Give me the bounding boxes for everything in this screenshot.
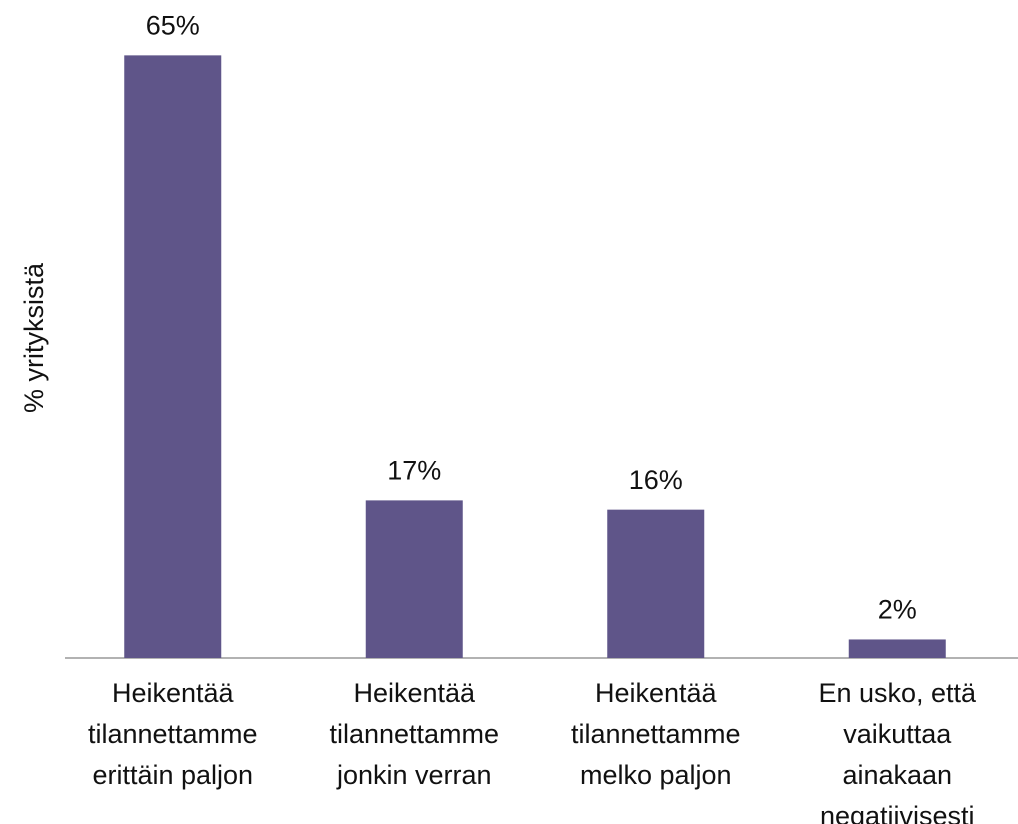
x-tick-label: tilannettamme xyxy=(88,719,258,749)
x-tick-label: ainakaan xyxy=(842,760,952,790)
x-tick-label: tilannettamme xyxy=(329,719,499,749)
bar xyxy=(607,509,705,658)
value-label: 65% xyxy=(146,10,200,40)
bar xyxy=(848,639,946,658)
value-label: 2% xyxy=(878,595,917,625)
bar xyxy=(365,500,463,658)
x-tick-label: tilannettamme xyxy=(571,719,741,749)
x-tick-label: vaikuttaa xyxy=(843,719,952,749)
value-label: 17% xyxy=(387,456,441,486)
x-tick-label: negatiivisesti xyxy=(820,801,975,824)
y-axis-label: % yrityksistä xyxy=(19,262,49,413)
value-label: 16% xyxy=(629,465,683,495)
x-tick-label: Heikentää xyxy=(595,678,718,708)
bar xyxy=(124,55,222,659)
x-tick-label: jonkin verran xyxy=(336,760,492,790)
x-tick-label: melko paljon xyxy=(580,760,732,790)
x-tick-label: Heikentää xyxy=(353,678,476,708)
x-tick-label: En usko, että xyxy=(818,678,977,708)
x-tick-label: Heikentää xyxy=(112,678,235,708)
x-tick-label: erittäin paljon xyxy=(92,760,253,790)
